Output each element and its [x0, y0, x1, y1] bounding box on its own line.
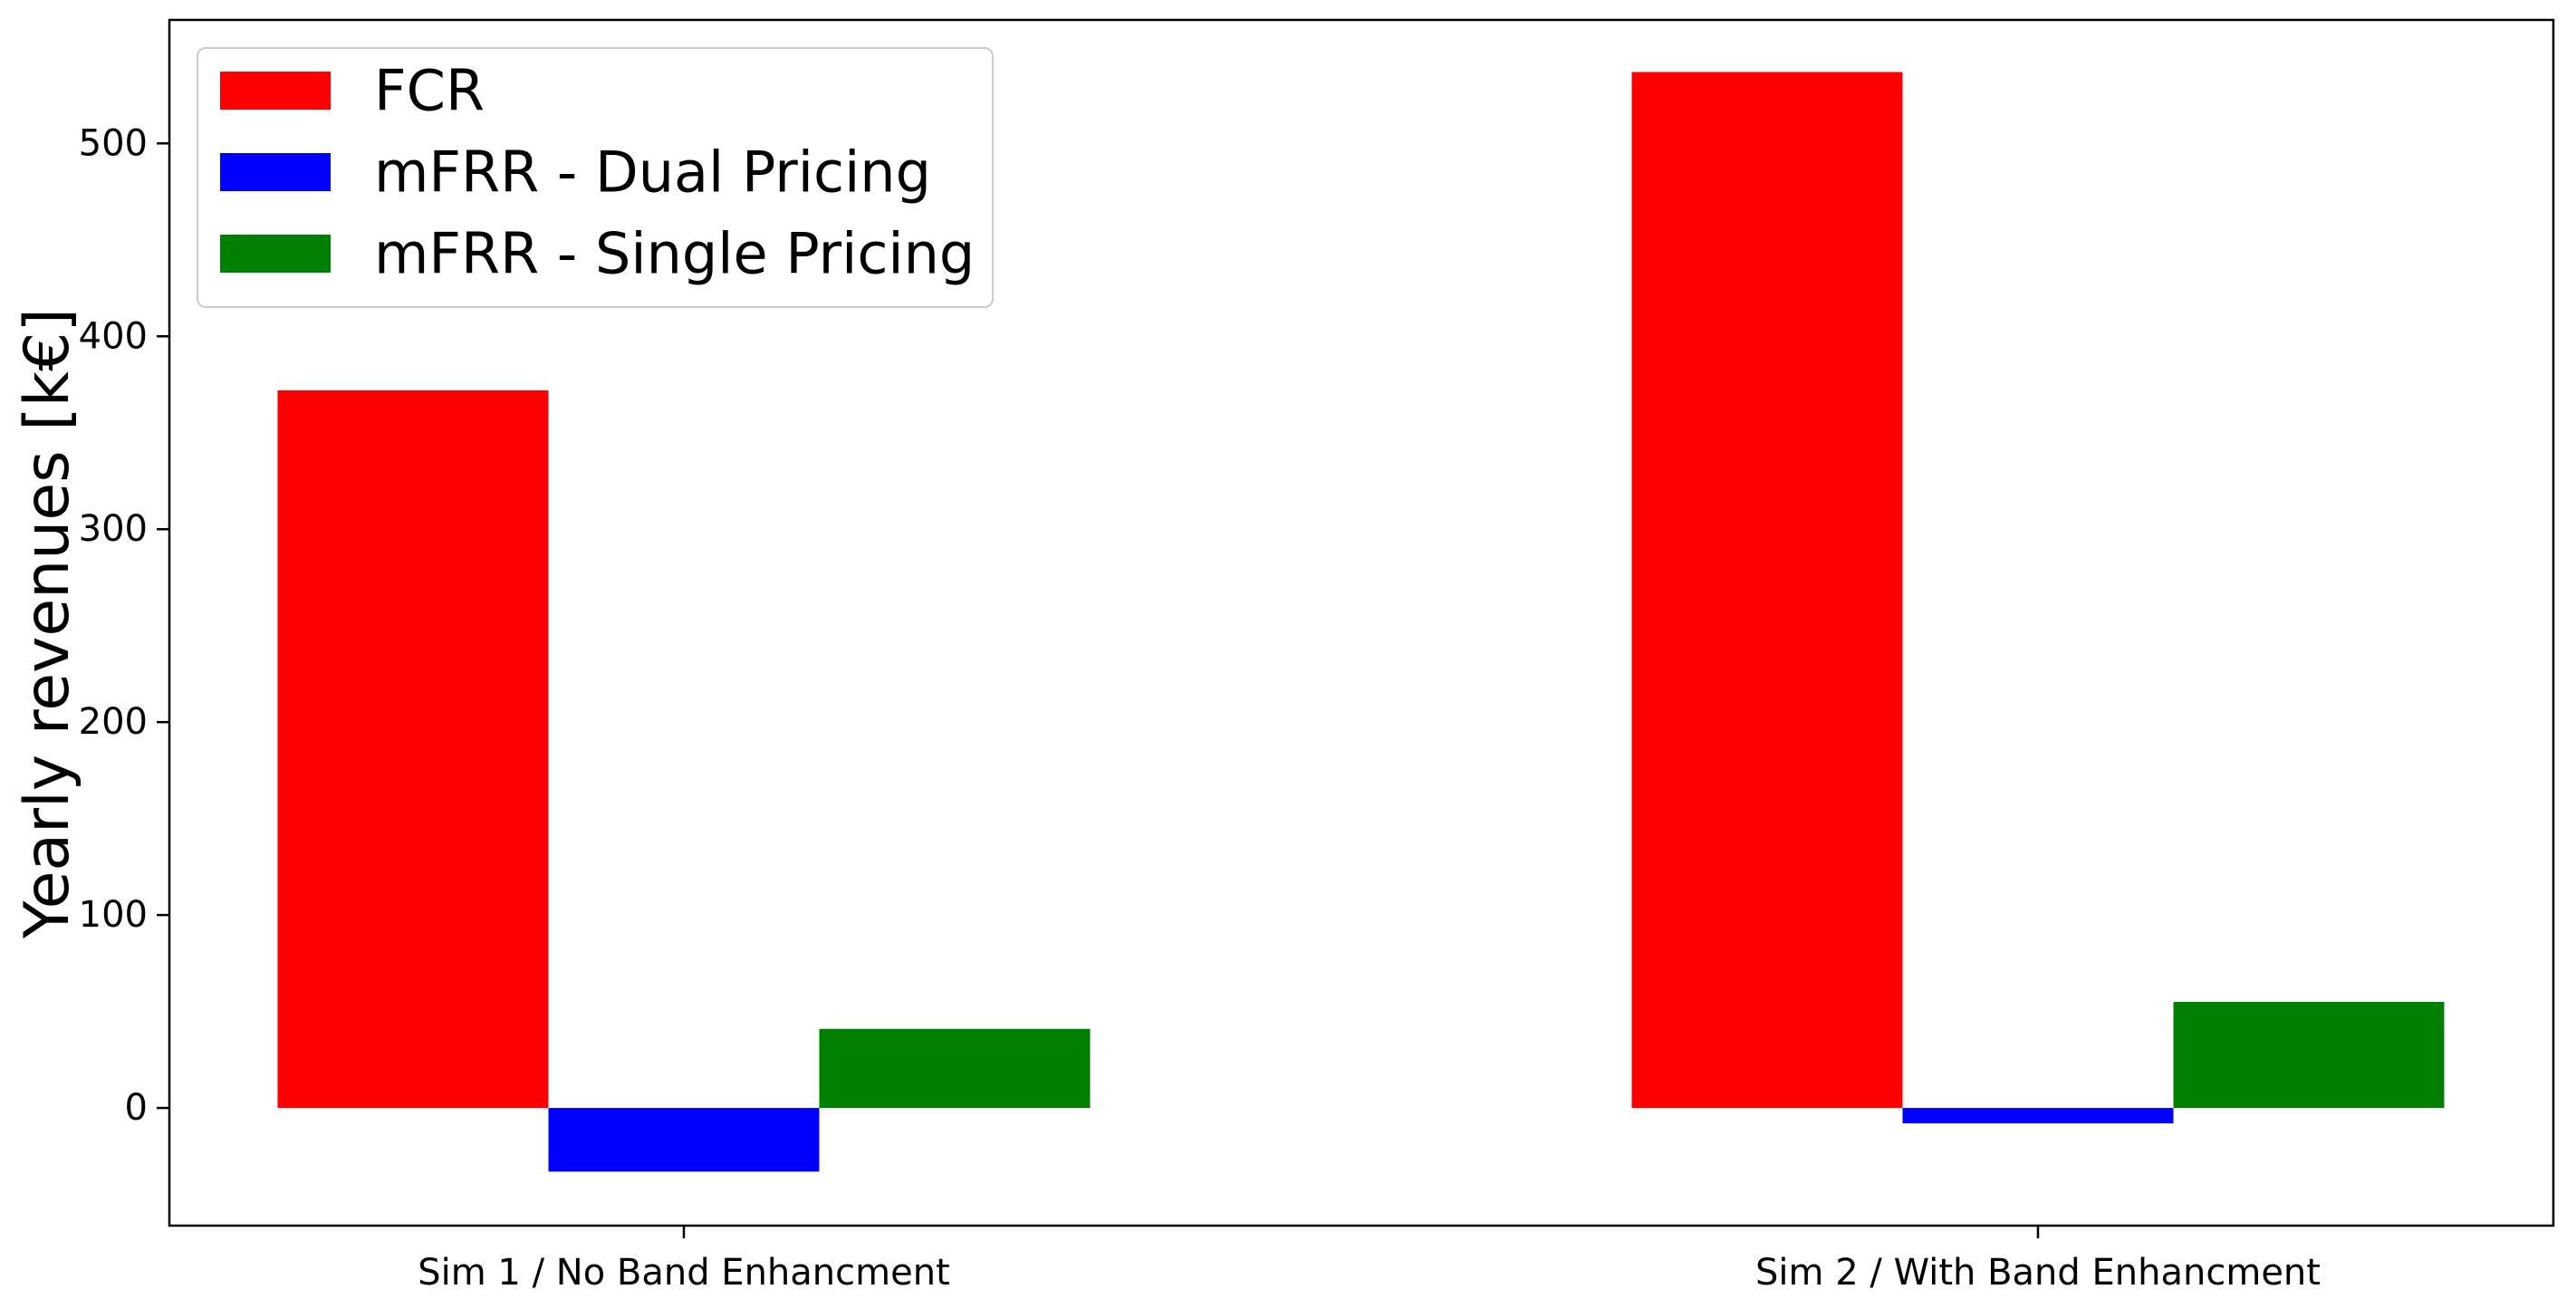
y-tick-label: 200 [79, 701, 148, 743]
y-axis-title: Yearly revenues [k€] [12, 308, 83, 939]
y-tick-label: 0 [125, 1087, 148, 1129]
y-tick-label: 300 [79, 508, 148, 550]
legend-label-mfrr-single-pricing: mFRR - Single Pricing [374, 221, 975, 287]
y-axis: 0 100 200 300 400 500 [79, 122, 169, 1129]
bar-mfrr-single-pricing-2 [2173, 1001, 2445, 1109]
bars-layer [277, 72, 2445, 1172]
bar-mfrr-dual-pricing-1 [548, 1108, 820, 1172]
bar-mfrr-dual-pricing-2 [1902, 1108, 2174, 1124]
y-tick-label: 400 [79, 315, 148, 357]
legend-swatch-fcr [220, 72, 331, 110]
bar-mfrr-single-pricing-1 [819, 1028, 1091, 1109]
legend: FCR mFRR - Dual Pricing mFRR - Single Pric… [197, 47, 994, 308]
x-tick-label: Sim 1 / No Band Enhancment [418, 1252, 950, 1294]
legend-label-fcr: FCR [374, 58, 485, 124]
y-tick-label: 100 [79, 894, 148, 936]
legend-swatch-mfrr-dual-pricing [220, 153, 331, 191]
bar-fcr-2 [1631, 72, 1903, 1109]
x-tick-label: Sim 2 / With Band Enhancment [1755, 1252, 2321, 1294]
legend-box [197, 47, 994, 308]
plot-frame [168, 18, 2555, 1227]
y-tick-label: 500 [79, 122, 148, 164]
legend-swatch-mfrr-single-pricing [220, 235, 331, 273]
bar-fcr-1 [277, 390, 549, 1109]
x-axis: Sim 1 / No Band Enhancment Sim 2 / With B… [418, 1226, 2321, 1294]
legend-label-mfrr-dual-pricing: mFRR - Dual Pricing [374, 140, 931, 206]
